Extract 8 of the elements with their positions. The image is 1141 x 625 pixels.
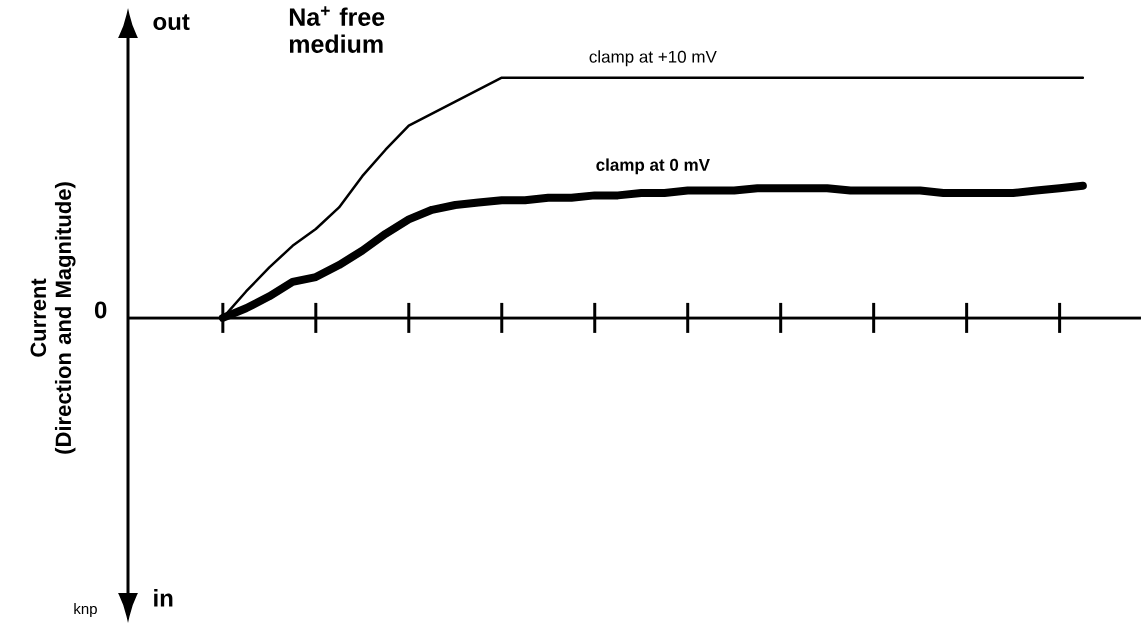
text: out: [153, 14, 190, 31]
text: 0: [94, 301, 107, 319]
series-label: clamp at 0 mV: [596, 158, 710, 175]
text: in: [154, 589, 173, 607]
text: Current (Direction and Magnitude): [30, 182, 76, 454]
text: Na$^{+}$ free medium: [289, 6, 385, 53]
text: knp: [74, 603, 97, 618]
series-label: clamp at +10 mV: [589, 50, 717, 67]
